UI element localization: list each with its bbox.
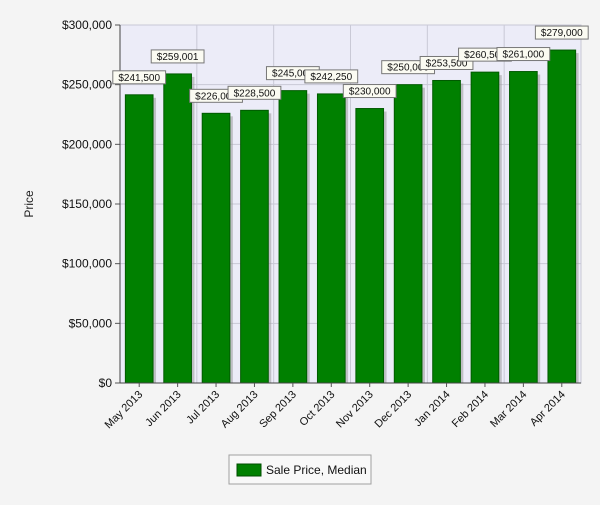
data-label: $261,000 [503,50,545,61]
bar [316,93,346,384]
bar [201,112,231,384]
bar [355,108,385,384]
data-label-box [496,47,551,62]
y-tick-label: $250,000 [62,78,112,92]
data-label: $230,000 [349,87,391,98]
data-label-box [112,70,167,85]
y-tick-label: $0 [99,376,113,390]
bar [470,71,500,384]
y-tick-label: $150,000 [62,197,112,211]
y-axis-title: Price [22,190,36,218]
data-label: $279,000 [541,28,583,39]
data-label-box [227,85,282,100]
data-label: $228,500 [234,88,276,99]
bar [278,90,308,384]
gridlines [120,24,581,383]
data-label-box [304,69,359,84]
data-label-box [342,84,397,99]
y-tick-label: $300,000 [62,18,112,32]
bar [393,84,423,384]
data-label: $260,500 [464,50,506,61]
bars [124,49,579,384]
bar [509,71,538,384]
data-label-box [150,49,205,64]
data-label: $253,500 [426,58,468,69]
y-tick-label: $50,000 [69,316,113,330]
bar [124,94,154,384]
bar [240,109,269,384]
bar [163,73,192,384]
y-tick-label: $100,000 [62,257,112,271]
data-label: $242,250 [310,72,352,83]
data-label-box [534,25,589,40]
data-label: $259,001 [157,52,199,63]
data-labels: $241,500 $259,001 $226,000$228,500 $245,000… [112,25,589,103]
legend-label: Sale Price, Median [266,463,367,477]
bar [547,49,577,384]
data-label: $241,500 [118,73,160,84]
data-label: $245,000 [272,69,314,80]
data-label: $250,000 [387,63,429,74]
data-label: $226,000 [195,91,237,102]
legend: Sale Price, Median [228,454,372,485]
bar [432,79,461,384]
legend-swatch [236,463,262,477]
y-tick-label: $200,000 [62,137,112,151]
